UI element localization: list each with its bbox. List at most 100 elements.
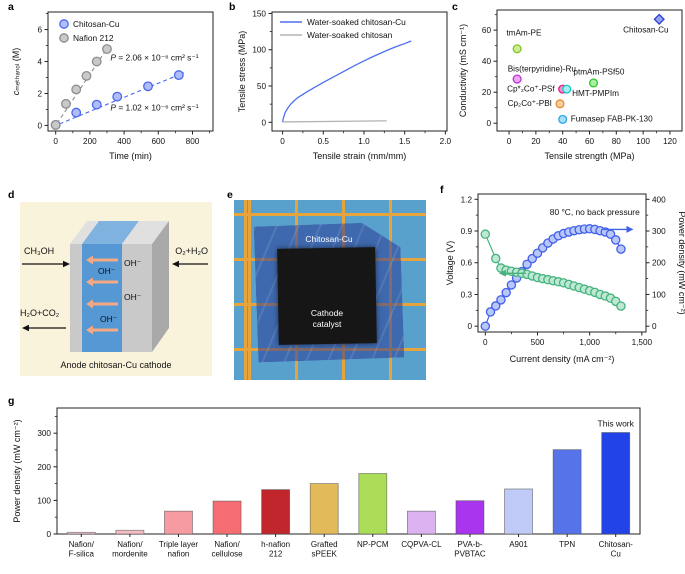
svg-text:0.3: 0.3: [461, 290, 473, 299]
svg-text:Fumasep FAB-PK-130: Fumasep FAB-PK-130: [571, 115, 653, 124]
panel-label-f: f: [440, 184, 444, 196]
svg-text:Bis(terpyridine)-Ru: Bis(terpyridine)-Ru: [508, 64, 577, 73]
hydroxide-label: OH⁻: [98, 266, 115, 276]
svg-text:Tensile strain (mm/mm): Tensile strain (mm/mm): [313, 151, 407, 161]
svg-text:400: 400: [117, 137, 131, 146]
svg-text:sPEEK: sPEEK: [312, 550, 338, 559]
svg-text:Water-soaked chitosan-Cu: Water-soaked chitosan-Cu: [307, 17, 406, 27]
svg-text:100: 100: [252, 46, 266, 55]
svg-text:P = 2.06 × 10⁻⁶ cm² s⁻¹: P = 2.06 × 10⁻⁶ cm² s⁻¹: [110, 53, 198, 63]
svg-text:Chitosan-: Chitosan-: [599, 540, 634, 549]
svg-text:200: 200: [37, 463, 51, 472]
svg-text:Cp*₂Co⁺-PSf: Cp*₂Co⁺-PSf: [507, 84, 555, 93]
svg-text:2: 2: [37, 89, 42, 98]
svg-text:20: 20: [482, 88, 492, 97]
anode-slab: [70, 244, 82, 352]
svg-text:2.0: 2.0: [440, 137, 452, 146]
panel-label-b: b: [229, 1, 236, 13]
svg-text:150: 150: [252, 9, 266, 18]
panel-a-methanol-crossover-chart: 0 200 400 600 800 0 2 4 6 Time (min) cₘₑₜₕₐₙₒₗ (M)…: [11, 11, 214, 161]
svg-text:6: 6: [37, 26, 42, 35]
catalyst-label: Cathode catalyst: [310, 308, 344, 329]
svg-text:400: 400: [652, 195, 666, 204]
panel-e-membrane-photo: Chitosan-Cu Cathode catalyst: [234, 200, 426, 380]
svg-text:20: 20: [531, 137, 541, 146]
svg-text:0: 0: [483, 338, 488, 347]
svg-text:200: 200: [83, 137, 97, 146]
svg-text:600: 600: [151, 137, 165, 146]
panel-label-g: g: [8, 395, 15, 407]
membrane-slab: [82, 244, 122, 352]
svg-text:Nafion/: Nafion/: [69, 540, 95, 549]
svg-text:Triple layer: Triple layer: [159, 540, 199, 549]
membrane-top-face: [82, 221, 139, 244]
svg-text:0.5: 0.5: [318, 137, 330, 146]
svg-text:CQPVA-CL: CQPVA-CL: [401, 540, 442, 549]
svg-text:Water-soaked chitosan: Water-soaked chitosan: [307, 30, 393, 40]
svg-text:Chitosan-Cu: Chitosan-Cu: [73, 19, 120, 29]
svg-text:0: 0: [46, 530, 51, 539]
svg-text:Conductivity (mS cm⁻¹): Conductivity (mS cm⁻¹): [458, 24, 468, 117]
svg-text:Tensile strength (MPa): Tensile strength (MPa): [544, 151, 634, 161]
hydroxide-label: OH⁻: [100, 314, 117, 324]
schematic-caption: Anode chitosan-Cu cathode: [60, 360, 171, 370]
membrane-label: Chitosan-Cu: [305, 234, 353, 244]
methanol-inlet-label: CH₃OH: [24, 246, 54, 256]
oxygen-inlet-label: O₂+H₂O: [175, 246, 208, 256]
svg-text:80 °C, no back pressure: 80 °C, no back pressure: [550, 207, 640, 217]
svg-text:80: 80: [612, 137, 622, 146]
svg-text:P = 1.02 × 10⁻⁶ cm² s⁻¹: P = 1.02 × 10⁻⁶ cm² s⁻¹: [110, 103, 198, 113]
cathode-top-face: [122, 221, 169, 244]
svg-text:100: 100: [636, 137, 650, 146]
product-outlet-label: H₂O+CO₂: [20, 308, 60, 318]
svg-text:NP-PCM: NP-PCM: [357, 540, 389, 549]
anode-top-face: [70, 221, 99, 244]
svg-text:Grafted: Grafted: [311, 540, 338, 549]
svg-text:Current density (mA cm⁻²): Current density (mA cm⁻²): [510, 354, 615, 364]
svg-text:HMT-PMPIm: HMT-PMPIm: [572, 89, 619, 98]
svg-text:0: 0: [486, 119, 491, 128]
panel-label-a: a: [8, 1, 14, 13]
svg-text:300: 300: [37, 429, 51, 438]
svg-text:0: 0: [280, 137, 285, 146]
svg-text:800: 800: [186, 137, 200, 146]
svg-text:300: 300: [652, 227, 666, 236]
svg-text:This work: This work: [598, 419, 635, 429]
svg-text:1.0: 1.0: [358, 137, 370, 146]
svg-text:1,500: 1,500: [632, 338, 653, 347]
hydroxide-label: OH⁻: [124, 258, 141, 268]
svg-text:Tensile stress (MPa): Tensile stress (MPa): [237, 31, 247, 113]
svg-text:mordenite: mordenite: [112, 550, 148, 559]
svg-text:nafion: nafion: [168, 550, 190, 559]
svg-text:0: 0: [261, 118, 266, 127]
panel-label-e: e: [227, 189, 233, 201]
svg-text:Cu: Cu: [611, 550, 621, 559]
svg-text:60: 60: [482, 26, 492, 35]
svg-text:0.9: 0.9: [461, 227, 473, 236]
hydroxide-label: OH⁻: [124, 292, 141, 302]
svg-text:Time (min): Time (min): [109, 151, 152, 161]
svg-text:1.2: 1.2: [461, 195, 473, 204]
svg-text:0: 0: [467, 322, 472, 331]
svg-text:PVA-b-: PVA-b-: [457, 540, 483, 549]
svg-text:50: 50: [257, 82, 267, 91]
svg-text:200: 200: [652, 259, 666, 268]
svg-text:0: 0: [53, 137, 58, 146]
panel-label-d: d: [8, 189, 15, 201]
svg-text:Power density (mW cm⁻²): Power density (mW cm⁻²): [12, 419, 22, 522]
svg-text:h-nafion: h-nafion: [261, 540, 290, 549]
svg-text:0: 0: [652, 322, 657, 331]
svg-text:60: 60: [585, 137, 595, 146]
svg-text:Chitosan-Cu: Chitosan-Cu: [623, 25, 669, 34]
svg-text:cellulose: cellulose: [211, 550, 243, 559]
svg-text:Nafion/: Nafion/: [214, 540, 240, 549]
svg-text:tmAm-PE: tmAm-PE: [506, 29, 542, 38]
svg-text:1.5: 1.5: [399, 137, 411, 146]
svg-text:Nafion/: Nafion/: [117, 540, 143, 549]
panel-g-power-density-bar-chart: 0 100 200 300 Power density (mW cm⁻²) Nafion/…: [12, 407, 641, 559]
svg-text:cₘₑₜₕₐₙₒₗ (M): cₘₑₜₕₐₙₒₗ (M): [11, 48, 21, 96]
cathode-slab: [122, 244, 152, 352]
svg-text:TPN: TPN: [559, 540, 575, 549]
svg-text:Cp₂Co⁺-PBI: Cp₂Co⁺-PBI: [508, 99, 552, 108]
svg-text:120: 120: [663, 137, 677, 146]
